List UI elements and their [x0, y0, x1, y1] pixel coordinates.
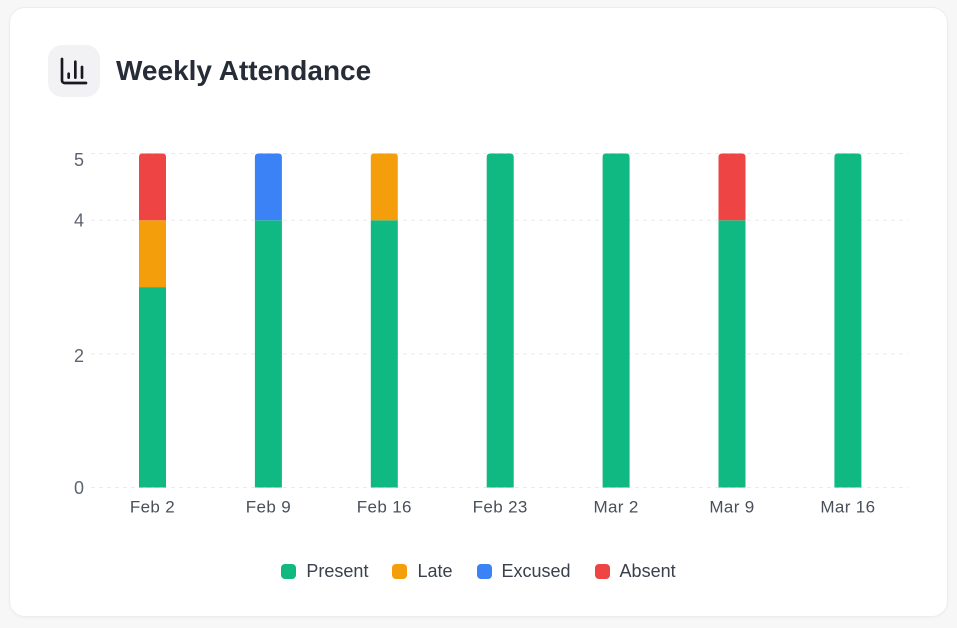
svg-text:Mar 9: Mar 9	[709, 498, 754, 517]
svg-text:Mar 2: Mar 2	[593, 498, 638, 517]
svg-text:Feb 16: Feb 16	[357, 498, 412, 517]
svg-text:5: 5	[74, 150, 84, 170]
svg-text:Feb 2: Feb 2	[130, 498, 175, 517]
svg-text:0: 0	[74, 478, 84, 498]
svg-text:Feb 9: Feb 9	[246, 498, 291, 517]
svg-text:Mar 16: Mar 16	[820, 498, 875, 517]
svg-text:4: 4	[74, 211, 84, 231]
svg-text:2: 2	[74, 346, 84, 366]
svg-text:Feb 23: Feb 23	[473, 498, 528, 517]
